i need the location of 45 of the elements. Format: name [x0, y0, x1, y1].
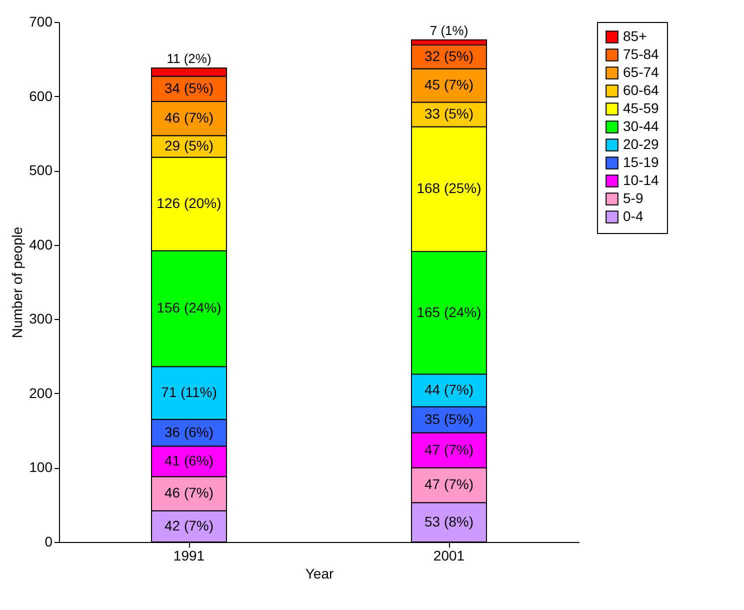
x-axis-title: Year [305, 566, 334, 582]
y-tick-label: 100 [29, 459, 53, 476]
data-label: 33 (5%) [424, 105, 474, 122]
data-label: 46 (7%) [164, 484, 214, 501]
data-label: 42 (7%) [164, 517, 214, 534]
data-label: 165 (24%) [416, 304, 482, 320]
legend-label: 0-4 [623, 208, 644, 224]
y-tick-label: 200 [29, 384, 53, 401]
y-tick-label: 600 [29, 88, 53, 104]
legend-label: 45-59 [623, 100, 660, 116]
legend-label: 10-14 [623, 172, 660, 188]
data-label: 47 (7%) [424, 476, 474, 492]
data-label: 41 (6%) [164, 452, 214, 468]
data-label: 53 (8%) [424, 513, 474, 530]
data-label: 35 (5%) [424, 410, 474, 427]
legend-label: 30-44 [623, 118, 660, 134]
legend-label: 15-19 [623, 154, 660, 170]
legend-label: 65-74 [623, 64, 660, 80]
data-label: 168 (25%) [416, 180, 482, 196]
y-axis-title: Number of people [9, 226, 26, 338]
legend-label: 85+ [623, 28, 647, 44]
y-tick-label: 300 [29, 310, 53, 327]
data-label: 36 (6%) [164, 424, 214, 440]
y-tick-label: 400 [29, 236, 53, 252]
data-label: 156 (24%) [156, 300, 222, 316]
data-label: 34 (5%) [164, 80, 214, 96]
data-label: 47 (7%) [424, 441, 474, 458]
data-label: 44 (7%) [424, 381, 474, 398]
legend-label: 5-9 [623, 190, 644, 206]
data-label: 46 (7%) [164, 110, 214, 126]
data-label: 126 (20%) [156, 195, 222, 211]
data-label: 11 (2%) [166, 51, 212, 66]
y-tick-label: 500 [29, 162, 53, 178]
x-tick-label: 2001 [433, 548, 465, 564]
legend-label: 20-29 [623, 136, 660, 152]
data-label: 7 (1%) [430, 22, 468, 38]
data-label: 29 (5%) [164, 137, 214, 154]
legend-label: 75-84 [623, 46, 660, 62]
data-label: 32 (5%) [424, 48, 474, 64]
data-label: 71 (11%) [161, 384, 217, 400]
x-tick-label: 1991 [173, 548, 205, 564]
y-tick-label: 700 [29, 14, 53, 30]
y-tick-label: 0 [44, 534, 53, 550]
data-label: 45 (7%) [424, 76, 474, 93]
legend-label: 60-64 [623, 82, 660, 98]
